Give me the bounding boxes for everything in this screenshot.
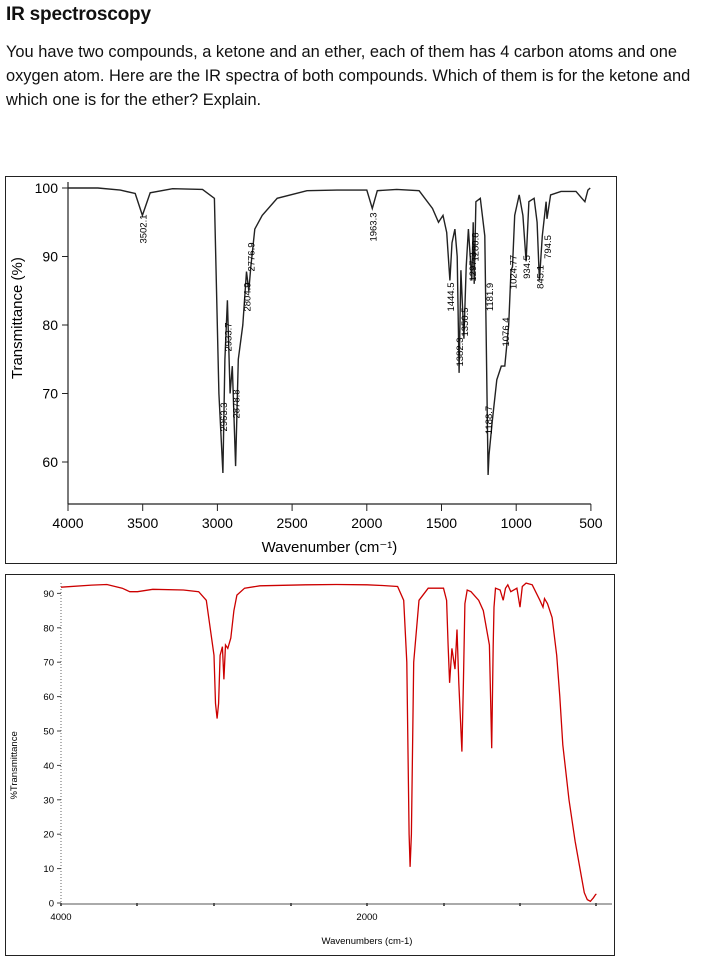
peak-label: 1963.3 bbox=[368, 212, 379, 241]
y-tick-label: 0 bbox=[49, 899, 54, 910]
peak-label: 845.1 bbox=[535, 265, 546, 289]
peak-label: 1350.5 bbox=[460, 307, 471, 336]
spectrum-bottom-plot: 90 80 70 60 50 40 30 20 10 0 4000 2000 Wavenumbers (… bbox=[9, 582, 612, 947]
y-tick-label: 80 bbox=[42, 317, 58, 333]
y-tick-label: 20 bbox=[43, 830, 54, 841]
peak-label: 934.5 bbox=[522, 255, 533, 279]
x-tick-label: 500 bbox=[579, 515, 603, 531]
spectrum-line bbox=[60, 582, 597, 903]
x-tick-label: 2000 bbox=[351, 515, 382, 531]
peak-label: 1444.5 bbox=[446, 282, 457, 311]
x-tick-label: 4000 bbox=[52, 515, 83, 531]
x-tick-label: 3000 bbox=[202, 515, 233, 531]
y-tick-label: 70 bbox=[42, 386, 58, 402]
peak-label: 1024.77 bbox=[508, 255, 519, 289]
y-tick-label: 90 bbox=[42, 249, 58, 265]
ir-spectrum-top-chart: 100 90 80 70 60 4000 3500 3000 2500 2000 1500 1000 5… bbox=[5, 176, 617, 564]
question-heading: IR spectroscopy bbox=[6, 4, 151, 25]
y-tick-label: 90 bbox=[43, 589, 54, 600]
y-tick-label: 70 bbox=[43, 658, 54, 669]
peak-label: 2776.9 bbox=[247, 242, 258, 271]
y-tick-label: 50 bbox=[43, 727, 54, 738]
peak-label: 3502.1 bbox=[138, 214, 149, 243]
peak-label: 794.5 bbox=[543, 235, 554, 259]
peak-label: 1188.7 bbox=[484, 406, 495, 434]
peak-label: 1297.3 bbox=[468, 252, 479, 281]
ir-spectrum-bottom-chart: 90 80 70 60 50 40 30 20 10 0 4000 2000 Wavenumbers (… bbox=[5, 574, 615, 956]
x-tick-label: 2000 bbox=[356, 912, 377, 923]
y-tick-label: 40 bbox=[43, 761, 54, 772]
y-tick-label: 100 bbox=[35, 180, 59, 196]
y-tick-label: 60 bbox=[42, 454, 58, 470]
question-text: You have two compounds, a ketone and an … bbox=[6, 43, 691, 109]
peak-label: 2804.9 bbox=[243, 282, 254, 311]
spectrum-line bbox=[68, 187, 591, 476]
y-tick-label: 30 bbox=[43, 795, 54, 806]
y-axis-label: %Transmittance bbox=[9, 731, 20, 799]
y-tick-label: 60 bbox=[43, 692, 54, 703]
peak-label: 2878.8 bbox=[232, 389, 243, 418]
peak-label: 1280.8 bbox=[470, 232, 481, 261]
x-tick-label: 1000 bbox=[501, 515, 532, 531]
peak-label: 1382.3 bbox=[455, 337, 466, 366]
x-tick-label: 3500 bbox=[127, 515, 158, 531]
y-tick-label: 80 bbox=[43, 623, 54, 634]
y-tick-label: 10 bbox=[43, 864, 54, 875]
peak-label: 2963.3 bbox=[219, 402, 230, 431]
x-tick-label: 1500 bbox=[426, 515, 457, 531]
y-axis-label: Transmittance (%) bbox=[9, 257, 26, 379]
x-tick-label: 4000 bbox=[50, 912, 71, 923]
peak-label: 2933.7 bbox=[223, 322, 234, 351]
peak-label: 1181.9 bbox=[485, 283, 496, 311]
x-axis-label: Wavenumber (cm⁻¹) bbox=[262, 539, 398, 556]
spectrum-top-plot: 100 90 80 70 60 4000 3500 3000 2500 2000 1500 1000 5… bbox=[9, 180, 603, 556]
x-tick-label: 2500 bbox=[277, 515, 308, 531]
x-axis-label: Wavenumbers (cm-1) bbox=[322, 936, 413, 947]
peak-label: 1076.4 bbox=[501, 317, 512, 346]
